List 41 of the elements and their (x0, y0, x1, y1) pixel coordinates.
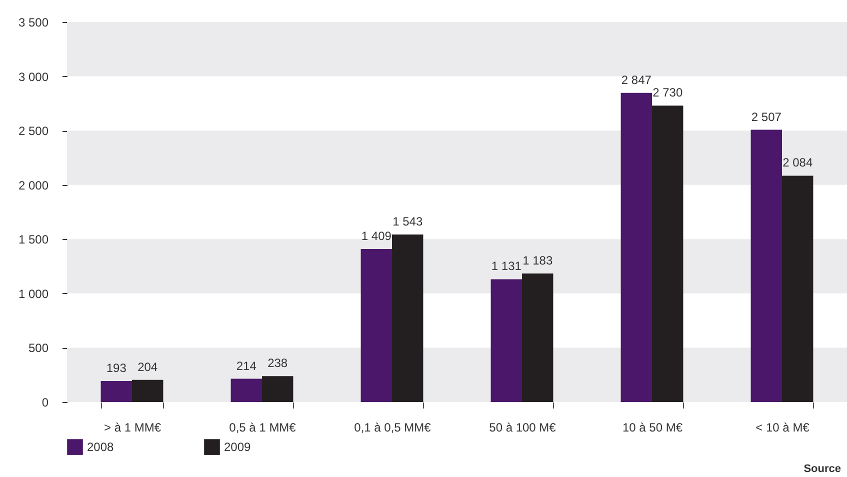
y-tick-label: 2 000 (18, 178, 49, 192)
legend-label: 2009 (224, 440, 252, 454)
data-label: 238 (268, 356, 288, 370)
text: Source (804, 463, 841, 475)
y-tick-label: 0 (42, 396, 49, 410)
x-tick-label: < 10 à M€ (756, 420, 810, 434)
data-label: 193 (106, 361, 127, 376)
x-tick-label: 0,1 à 0,5 MM€ (354, 420, 432, 434)
bar (620, 92, 652, 402)
y-tick-label: 2 500 (18, 124, 49, 138)
x-tick-label: > à 1 MM€ (104, 420, 162, 434)
bar (392, 234, 424, 402)
data-label: 214 (236, 358, 257, 373)
x-tick-label: 50 à 100 M€ (489, 420, 556, 434)
bar (750, 130, 782, 402)
legend-label: 2008 (87, 440, 114, 454)
bar (782, 176, 814, 402)
bar (360, 249, 392, 402)
y-tick-label: 1 500 (18, 232, 49, 247)
data-label: 1 183 (522, 254, 553, 268)
y-tick-label: 3 500 (18, 16, 49, 30)
bar (100, 381, 132, 402)
x-tick-label: 0,5 à 1 MM€ (229, 420, 296, 434)
data-label: 1 131 (491, 259, 522, 274)
data-label: 1 543 (392, 214, 423, 228)
bar (230, 378, 262, 402)
bar (522, 274, 554, 402)
data-label: 204 (138, 360, 158, 374)
data-label: 2 730 (652, 86, 683, 100)
x-tick-label: 10 à 50 M€ (622, 420, 683, 434)
bar (490, 279, 522, 402)
data-label: 2 847 (621, 72, 652, 87)
y-tick-label: 3 000 (18, 70, 49, 84)
data-label: 2 084 (782, 156, 813, 170)
data-label: 1 409 (361, 229, 392, 244)
y-tick-label: 500 (28, 341, 49, 356)
bar (262, 376, 294, 402)
bar (652, 106, 684, 402)
bar (132, 380, 164, 402)
y-tick-label: 1 000 (18, 286, 49, 301)
data-label: 2 507 (751, 110, 782, 124)
